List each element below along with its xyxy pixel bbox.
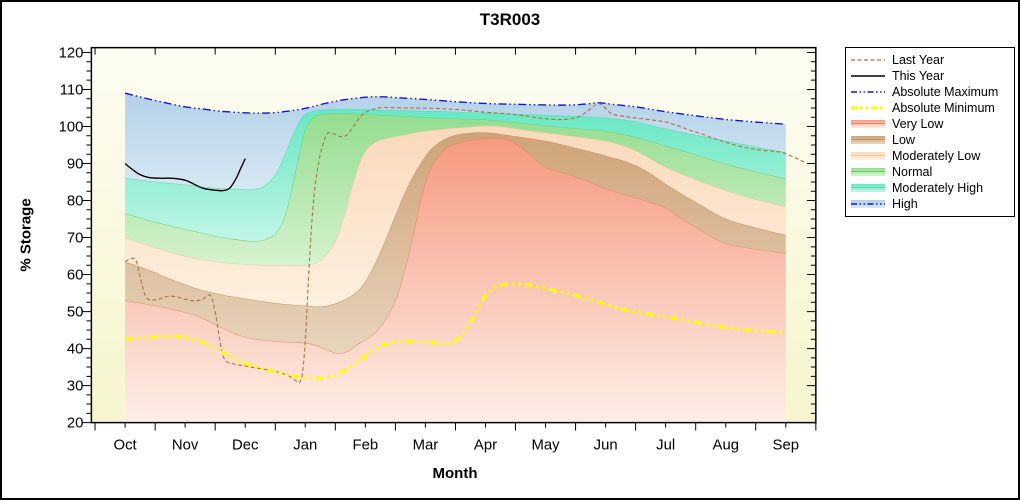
legend-item-label: Moderately Low [892,149,981,163]
x-tick-label: Feb [353,437,379,453]
y-tick-label: 50 [67,305,84,321]
y-tick-label: 90 [67,156,84,172]
legend-swatch [851,86,885,98]
band-high [125,93,786,190]
legend-item: Very Low [851,116,1009,132]
band-low [125,132,786,354]
x-tick-label: Jun [594,437,618,453]
y-tick-labels: 20 30 40 50 60 70 80 90 100 110 120 [59,45,84,431]
line-this-year [124,158,246,192]
legend-item: Moderately High [851,180,1009,196]
legend-item: Normal [851,164,1009,180]
axis-ticks [82,47,817,431]
y-tick-label: 60 [67,267,84,283]
legend-item-label: Last Year [892,53,945,67]
x-tick-labels: Oct Nov Dec Jan Feb Mar Apr May Jun Jul Aug Sep [114,437,799,453]
x-tick-label: Oct [114,437,138,453]
legend-item-label: Moderately High [892,181,984,195]
x-tick-label: Nov [172,437,199,453]
legend-item: Moderately Low [851,148,1009,164]
x-tick-label: Apr [474,437,497,453]
line-last-year [124,102,806,384]
y-tick-label: 40 [67,342,84,358]
legend-item-label: This Year [892,69,945,83]
x-tick-label: May [531,437,560,453]
legend-swatch [851,198,885,210]
x-axis-label: Month [432,465,478,482]
line-absolute-minimum [124,282,786,381]
legend-swatch [851,166,885,178]
legend-item: Absolute Maximum [851,84,1009,100]
legend-item: This Year [851,68,1009,84]
y-tick-label: 110 [60,82,84,98]
y-tick-label: 30 [67,379,84,395]
legend-swatch [851,134,885,146]
legend-item-label: High [892,197,918,211]
axis-box [90,46,817,424]
x-tick-label: Sep [773,437,799,453]
y-axis-label: % Storage [17,198,35,272]
legend-item-label: Absolute Maximum [892,85,999,99]
legend-swatch [851,54,885,66]
x-tick-label: Aug [713,437,739,453]
legend-item-label: Low [892,133,915,147]
legend-swatch [851,70,885,82]
x-tick-label: Jan [293,437,317,453]
legend-item: Low [851,132,1009,148]
x-tick-label: Jul [656,437,675,453]
legend-swatch [851,182,885,194]
legend-swatch [851,102,885,114]
line-absolute-maximum [124,92,786,125]
legend-item-label: Normal [892,165,933,179]
legend-swatch [851,150,885,162]
x-tick-label: Dec [232,437,259,453]
y-tick-label: 80 [67,193,84,209]
y-tick-label: 70 [67,230,84,246]
y-tick-label: 100 [59,119,84,135]
band-normal [125,113,786,266]
legend-item-label: Absolute Minimum [892,101,995,115]
legend-item: Absolute Minimum [851,100,1009,116]
legend-item: Last Year [851,52,1009,68]
y-tick-label: 20 [67,416,84,432]
legend-item-label: Very Low [892,117,944,131]
chart-title: T3R003 [479,10,541,29]
band-very-low [125,138,786,422]
legend: Last Year This Year Absolute Maximum Absolu… [845,47,1015,217]
x-tick-label: Mar [413,437,439,453]
legend-swatch [851,118,885,130]
legend-item: High [851,196,1009,212]
y-tick-label: 120 [59,45,84,61]
